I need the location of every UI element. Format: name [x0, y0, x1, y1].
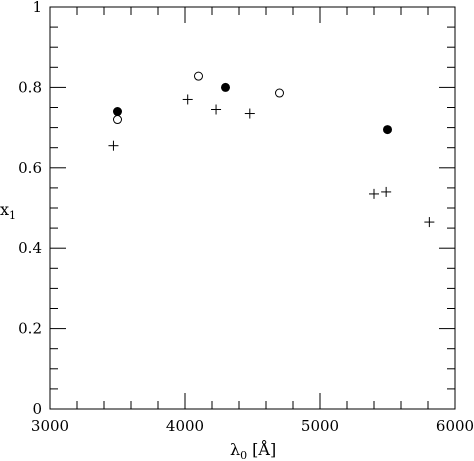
- filled-circle-point: [383, 125, 392, 135]
- open-circle-point: [275, 88, 284, 98]
- open-circle-point: [113, 115, 122, 125]
- x-axis-label: λ0 [Å]: [230, 439, 276, 461]
- plus-point: [369, 188, 379, 199]
- filled-circle-point: [221, 82, 230, 92]
- plus-point: [381, 186, 392, 197]
- x-tick-label: 5000: [301, 417, 339, 435]
- plot-frame: [49, 6, 456, 410]
- plus-point: [424, 217, 435, 228]
- y-tick-label: 1: [32, 0, 42, 16]
- y-tick-label: 0: [32, 400, 42, 418]
- y-tick-label: 0.8: [18, 78, 42, 96]
- plus-point: [108, 140, 119, 151]
- axis-tick-labels: 3000 4000 5000 6000 0 0.2 0.4 0.6 0.8 1: [18, 0, 474, 435]
- x-tick-label: 3000: [31, 417, 69, 435]
- y-tick-label: 0.6: [18, 159, 42, 177]
- plus-point: [211, 104, 222, 115]
- plus-point: [244, 108, 255, 119]
- filled-circle-point: [113, 107, 122, 117]
- plus-point: [182, 94, 193, 105]
- y-axis-label: x1: [0, 200, 16, 222]
- open-circle-point: [194, 71, 203, 81]
- y-tick-label: 0.2: [18, 320, 42, 338]
- y-tick-label: 0.4: [18, 239, 42, 257]
- data-markers: [108, 71, 435, 228]
- x-tick-label: 4000: [166, 417, 204, 435]
- x-tick-label: 6000: [436, 417, 474, 435]
- axis-ticks: [49, 6, 456, 410]
